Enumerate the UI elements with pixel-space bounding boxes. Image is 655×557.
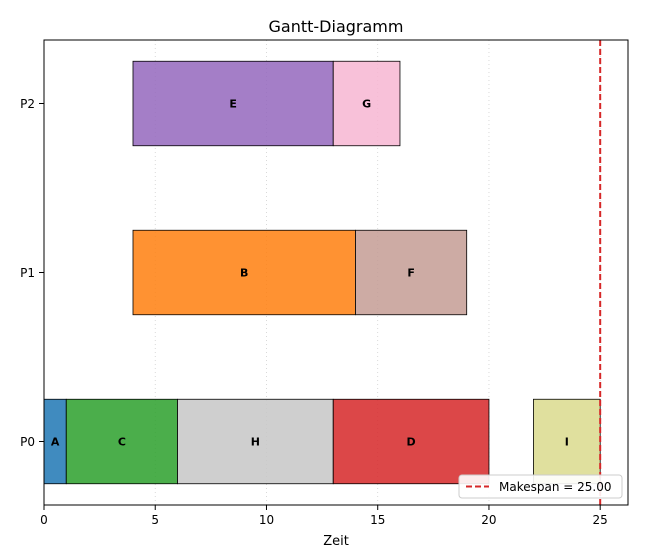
task-bar-d bbox=[332, 398, 490, 485]
task-bar-h bbox=[177, 398, 334, 485]
task-label-h: H bbox=[251, 436, 260, 449]
task-bar-i bbox=[533, 398, 601, 485]
bars-layer: A C H D I B F E G bbox=[43, 60, 601, 485]
y-axis: P0 P1 P2 bbox=[20, 97, 44, 449]
task-label-i: I bbox=[565, 436, 569, 449]
y-tick-label-p0: P0 bbox=[20, 435, 35, 449]
task-label-e: E bbox=[229, 98, 237, 111]
task-bar-e bbox=[132, 60, 334, 147]
y-tick-label-p1: P1 bbox=[20, 266, 35, 280]
x-tick-label: 20 bbox=[481, 513, 496, 527]
x-axis: 0 5 10 15 20 25 bbox=[40, 505, 608, 527]
task-label-f: F bbox=[407, 267, 415, 280]
task-bar-f bbox=[355, 229, 468, 316]
task-bar-g bbox=[332, 60, 401, 147]
legend-makespan-label: Makespan = 25.00 bbox=[499, 480, 611, 494]
chart-title: Gantt-Diagramm bbox=[269, 17, 404, 36]
task-bar-b bbox=[132, 229, 356, 316]
x-tick-label: 10 bbox=[259, 513, 274, 527]
x-tick-label: 25 bbox=[593, 513, 608, 527]
task-label-d: D bbox=[407, 436, 416, 449]
x-axis-label: Zeit bbox=[323, 534, 349, 549]
x-tick-label: 15 bbox=[370, 513, 385, 527]
x-tick-label: 5 bbox=[151, 513, 159, 527]
task-label-a: A bbox=[51, 436, 60, 449]
task-label-b: B bbox=[240, 267, 248, 280]
y-tick-label-p2: P2 bbox=[20, 97, 35, 111]
legend-box bbox=[458, 474, 623, 499]
x-tick-label: 0 bbox=[40, 513, 48, 527]
task-label-c: C bbox=[118, 436, 126, 449]
task-bar-c bbox=[65, 398, 178, 485]
legend: Makespan = 25.00 bbox=[458, 474, 623, 499]
task-label-g: G bbox=[362, 98, 371, 111]
